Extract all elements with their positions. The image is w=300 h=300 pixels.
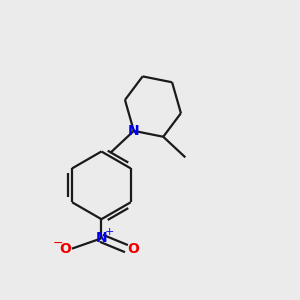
Text: O: O [60,242,71,256]
Text: N: N [128,124,140,138]
Text: −: − [53,237,63,250]
Text: N: N [96,231,107,245]
Text: +: + [105,227,114,237]
Text: O: O [127,242,139,256]
